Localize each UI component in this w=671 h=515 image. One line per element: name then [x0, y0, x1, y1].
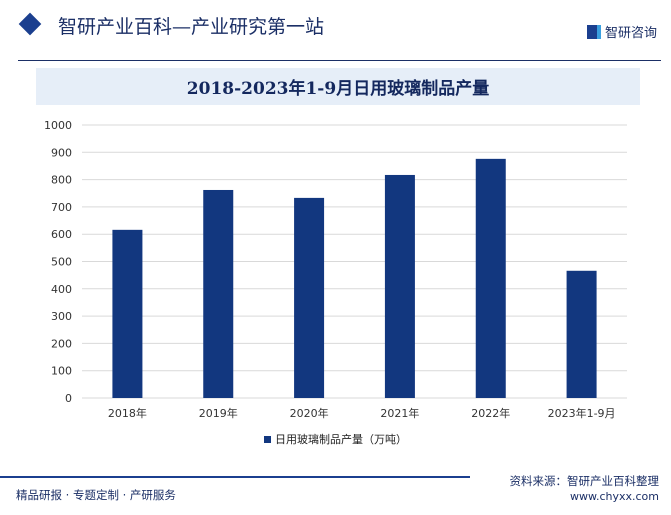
- brand-logo: 智研咨询: [586, 22, 657, 41]
- x-tick-label: 2021年: [380, 406, 419, 420]
- x-tick-label: 2020年: [290, 406, 329, 420]
- header-divider: [18, 60, 661, 61]
- y-tick-label: 100: [51, 365, 72, 378]
- y-tick-label: 0: [65, 392, 72, 405]
- y-tick-label: 200: [51, 337, 72, 350]
- legend: 日用玻璃制品产量（万吨）: [0, 431, 671, 447]
- y-tick-label: 300: [51, 310, 72, 323]
- bar: [112, 229, 143, 398]
- bar: [203, 189, 234, 398]
- y-tick-label: 700: [51, 201, 72, 214]
- x-tick-label: 2023年1-9月: [548, 406, 616, 420]
- x-tick-label: 2022年: [471, 406, 510, 420]
- legend-label: 日用玻璃制品产量（万吨）: [275, 433, 407, 446]
- y-tick-label: 900: [51, 146, 72, 159]
- logo-text: 智研咨询: [604, 26, 657, 41]
- chart-title: 2018-2023年1-9月日用玻璃制品产量: [186, 79, 490, 99]
- footer-divider: [0, 476, 470, 478]
- bar: [475, 158, 506, 398]
- bar: [384, 174, 415, 398]
- footer-url[interactable]: www.chyxx.com: [569, 490, 659, 503]
- y-tick-label: 500: [51, 256, 72, 269]
- y-tick-label: 600: [51, 228, 72, 241]
- header-title: 智研产业百科—产业研究第一站: [58, 16, 325, 38]
- chart-title-band: 2018-2023年1-9月日用玻璃制品产量: [36, 68, 640, 105]
- bar-chart: 0 100 200 300 400 500 600 700 800 900 1000 2018年 201…: [44, 119, 627, 420]
- x-tick-label: 2018年: [108, 406, 147, 420]
- x-tick-label: 2019年: [199, 406, 238, 420]
- y-tick-label: 400: [51, 283, 72, 296]
- legend-swatch: [264, 436, 271, 443]
- y-tick-label: 800: [51, 174, 72, 187]
- y-tick-label: 1000: [44, 119, 72, 132]
- footer-services: 精品研报 · 专题定制 · 产研服务: [16, 488, 176, 502]
- bar: [294, 197, 325, 398]
- bar: [566, 270, 597, 398]
- source-note: 资料来源：智研产业百科整理: [509, 474, 660, 488]
- logo-icon: [586, 24, 601, 39]
